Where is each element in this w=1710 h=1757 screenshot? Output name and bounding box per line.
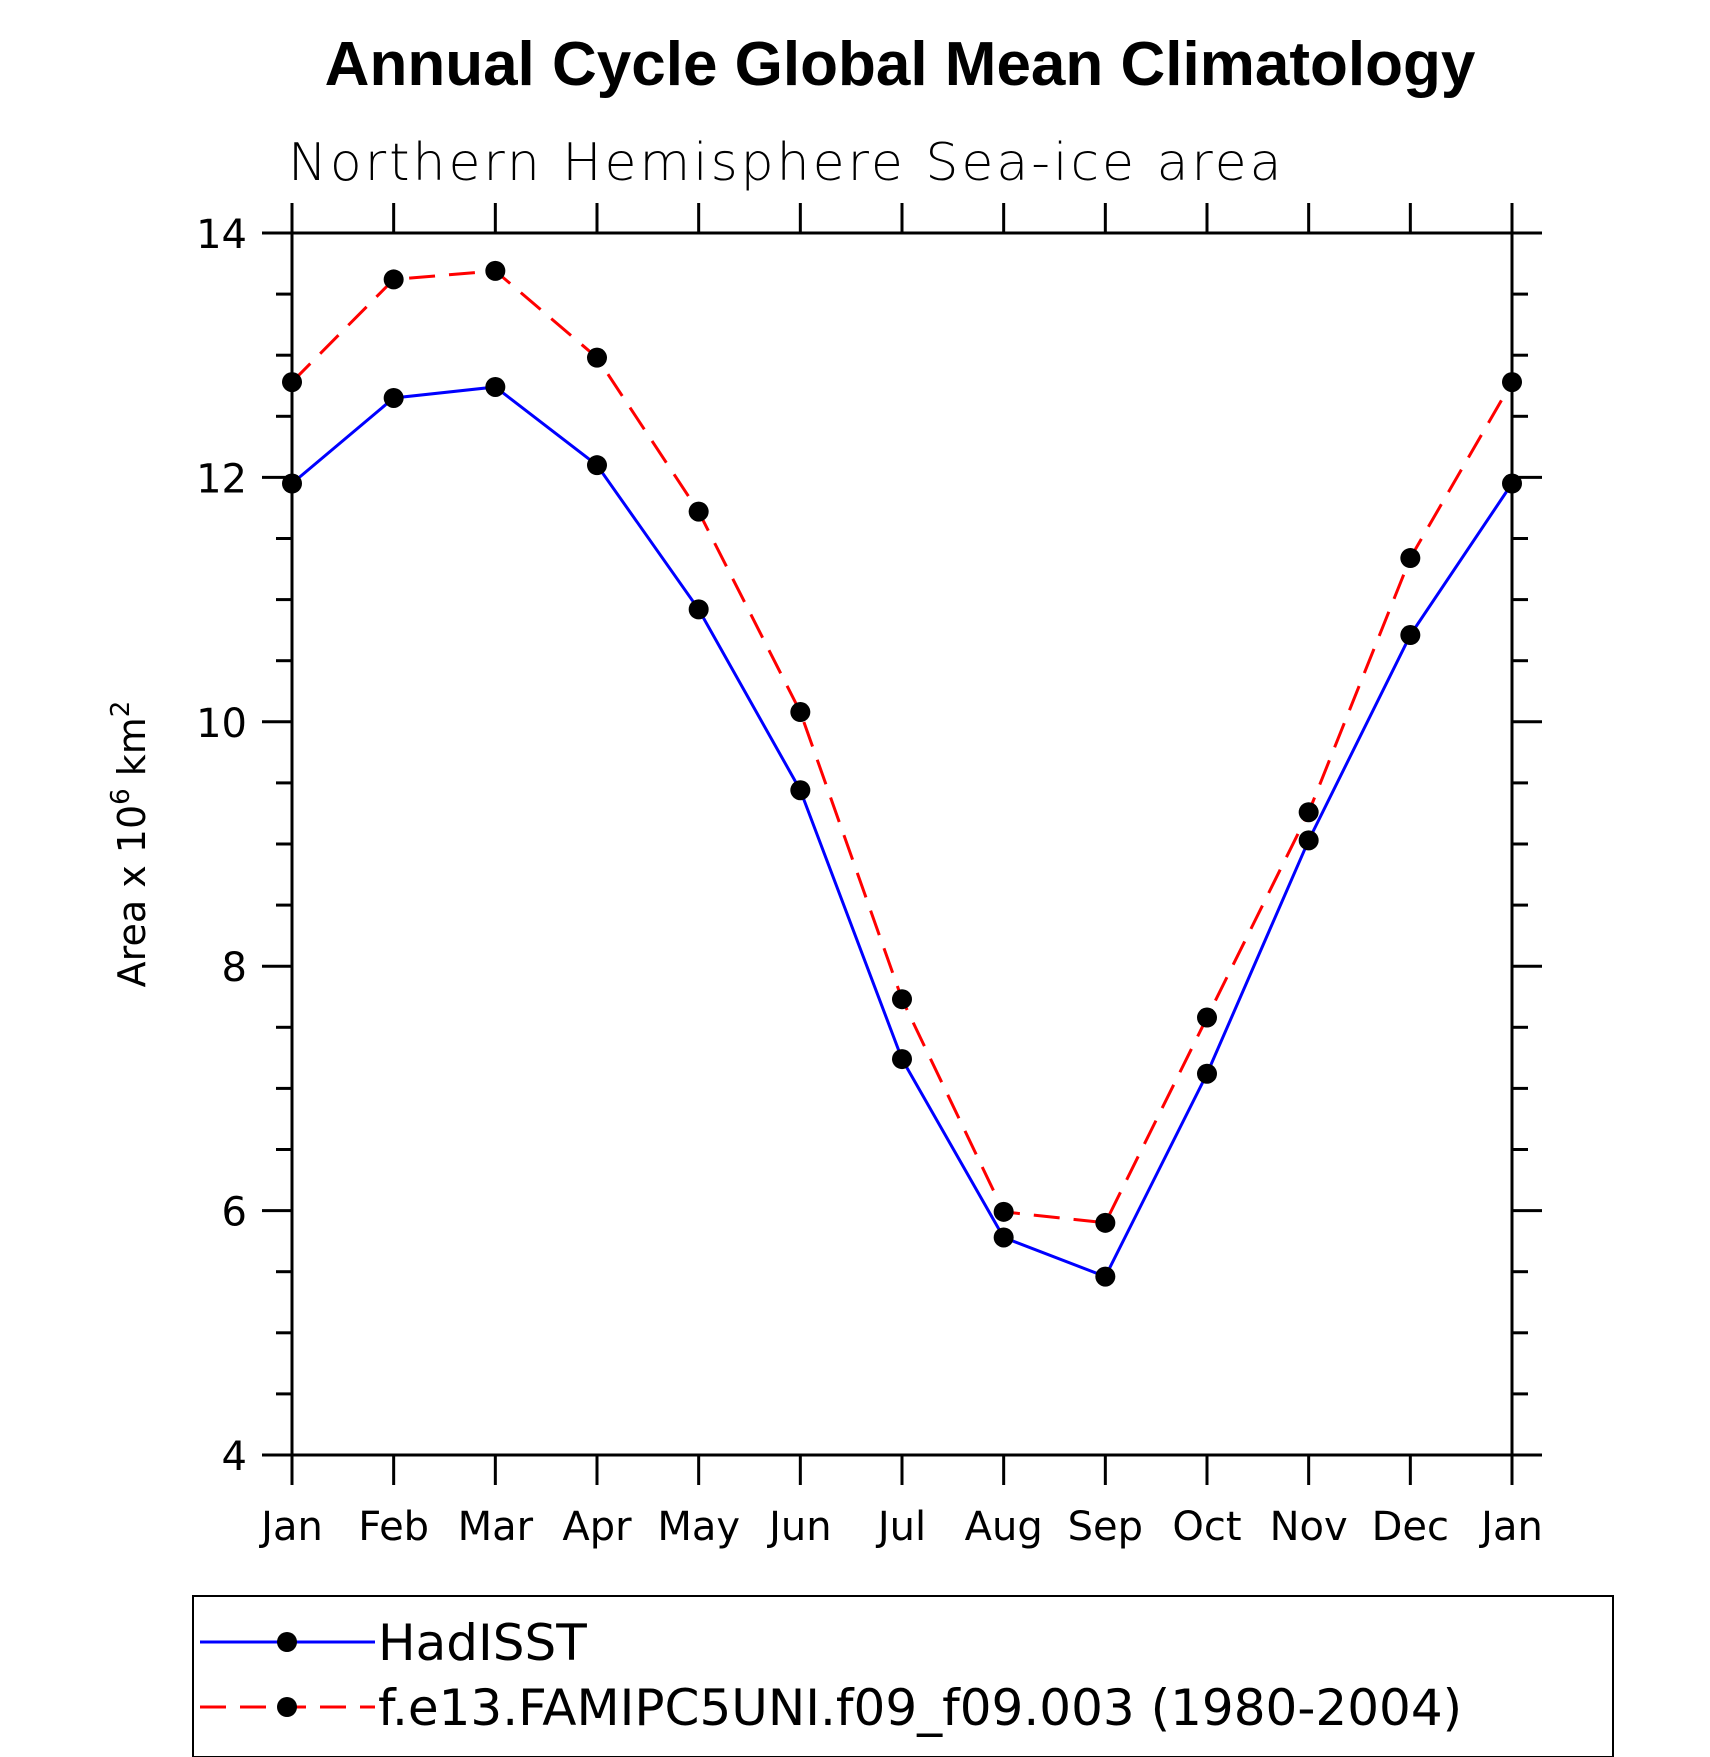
series-0-point <box>1298 830 1319 851</box>
series-0-point <box>1197 1063 1217 1084</box>
y-tick-label: 4 <box>222 1434 247 1480</box>
x-tick-label: Sep <box>1068 1504 1143 1550</box>
x-tick-label: Dec <box>1372 1504 1449 1550</box>
x-tick-label: Oct <box>1172 1504 1241 1550</box>
series-0-point <box>1400 625 1421 646</box>
x-tick-label: Nov <box>1270 1504 1348 1550</box>
y-tick-label: 10 <box>196 701 247 747</box>
y-tick-labels: 4 6 8 10 12 14 <box>196 212 247 1480</box>
x-tick-label: Aug <box>965 1504 1043 1550</box>
legend-label-0: HadISST <box>378 1614 587 1672</box>
chart-title: Annual Cycle Global Mean Climatology <box>325 30 1476 99</box>
series-1-point <box>485 260 506 281</box>
chart-subtitle: Northern Hemisphere Sea-ice area <box>288 133 1285 193</box>
x-tick-label: Apr <box>562 1504 632 1550</box>
x-tick-label: Feb <box>358 1504 429 1550</box>
series-1-point <box>790 702 811 723</box>
legend: HadISST f.e13.FAMIPC5UNI.f09_f09.003 (198… <box>200 1614 1462 1737</box>
series-0-point <box>1095 1266 1116 1287</box>
y-tick-label: 12 <box>196 456 247 502</box>
series-line-1 <box>290 269 1514 1225</box>
series-0-point <box>790 780 811 801</box>
legend-label-1: f.e13.FAMIPC5UNI.f09_f09.003 (1980-2004) <box>378 1679 1462 1737</box>
series-0-point <box>587 455 607 476</box>
x-tick-label: May <box>657 1504 740 1550</box>
y-axis-label-exp2: 2 <box>106 701 136 718</box>
y-tick-label: 14 <box>196 212 247 258</box>
axis-ticks <box>262 203 1542 1485</box>
y-axis-label: Area x 106 km2 <box>106 701 154 988</box>
series-0-point <box>383 387 404 408</box>
x-tick-labels: Jan Feb Mar Apr May Jun Jul Aug Sep Oct Nov Dec Jan <box>258 1504 1543 1550</box>
series-1-point <box>587 347 607 368</box>
y-axis-label-exp1: 6 <box>106 788 136 805</box>
legend-marker-1 <box>277 1697 297 1717</box>
series-1-point <box>1400 548 1421 569</box>
series-1-point <box>1197 1007 1217 1028</box>
x-tick-label: Jun <box>766 1504 832 1550</box>
series-1-point <box>993 1201 1014 1222</box>
series-0-point <box>282 473 302 494</box>
series-line-0 <box>291 385 1514 1279</box>
series-1-point <box>1095 1212 1116 1233</box>
legend-marker-0 <box>277 1632 297 1652</box>
y-axis-label-prefix: Area x 10 <box>110 805 154 987</box>
legend-box <box>192 1595 1614 1757</box>
x-tick-label: Mar <box>458 1504 534 1550</box>
series-0-point <box>993 1227 1014 1248</box>
series-1-point <box>892 989 912 1010</box>
x-tick-label: Jan <box>1478 1504 1543 1550</box>
series-0-point <box>892 1049 912 1070</box>
y-axis-label-unit: km <box>110 717 154 788</box>
plot-frame <box>290 231 1514 1457</box>
series-layer <box>282 260 1522 1287</box>
x-tick-label: Jan <box>258 1504 323 1550</box>
series-1-point <box>1298 802 1319 823</box>
series-0-point <box>688 599 709 620</box>
series-1-point <box>1502 372 1522 393</box>
series-0-point <box>1502 473 1522 494</box>
series-0-point <box>485 376 506 397</box>
series-1-point <box>688 501 709 522</box>
y-tick-label: 6 <box>222 1190 247 1236</box>
x-tick-label: Jul <box>875 1504 926 1550</box>
y-tick-label: 8 <box>222 945 247 991</box>
series-1-point <box>383 269 404 290</box>
series-1-point <box>282 372 302 393</box>
